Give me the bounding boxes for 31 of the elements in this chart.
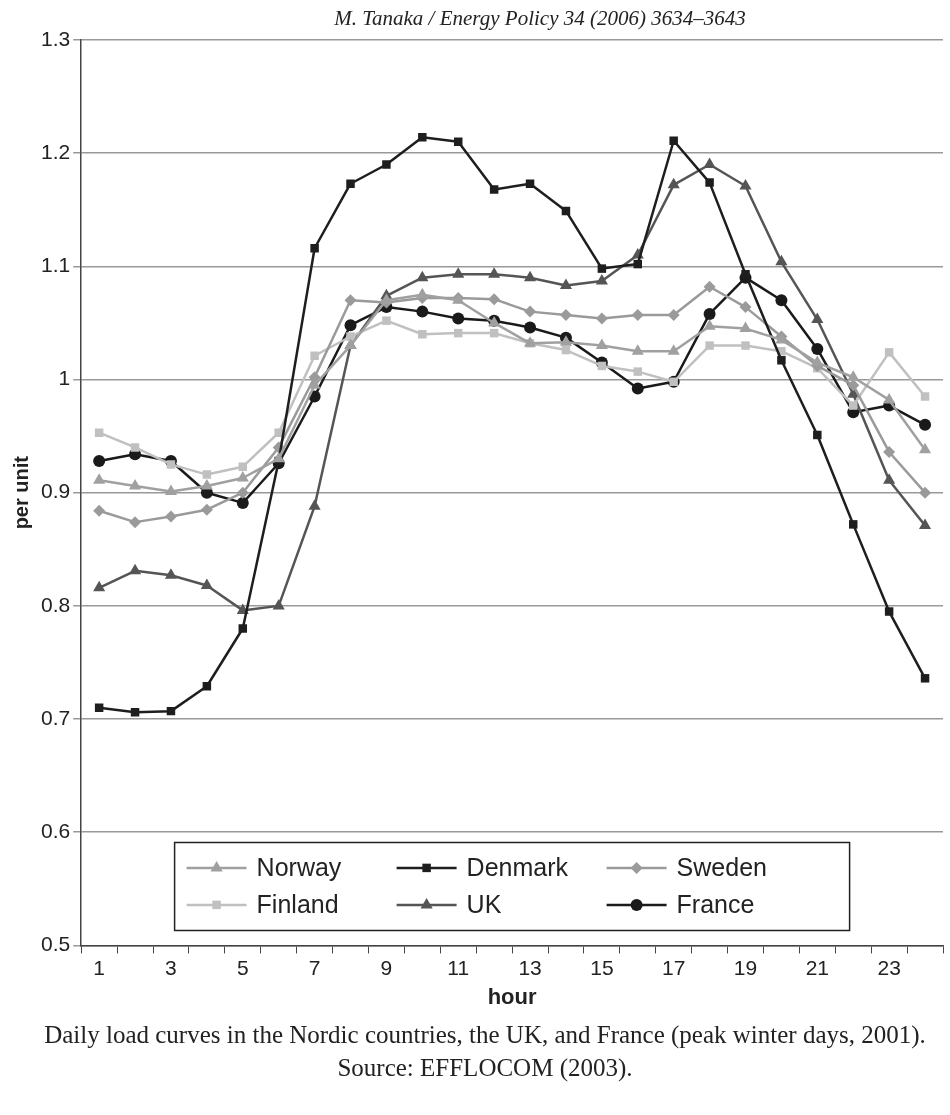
y-tick-label: 1: [58, 366, 71, 390]
y-tick-label: 0.8: [40, 592, 71, 616]
y-tick-label: 0.6: [40, 819, 71, 843]
x-tick-label: 1: [93, 955, 105, 979]
y-axis-title: per unit: [9, 455, 32, 530]
y-tick-label: 1.1: [40, 253, 71, 277]
x-axis-title: hour: [487, 983, 537, 1009]
y-tick-label: 1.2: [40, 139, 71, 163]
x-tick-label: 3: [165, 955, 177, 979]
x-tick-label: 17: [662, 955, 686, 979]
x-tick-label: 9: [380, 955, 393, 979]
x-tick-label: 11: [447, 955, 470, 979]
x-tick-label: 19: [733, 955, 758, 979]
legend-label: Finland: [256, 889, 339, 918]
legend-label: Denmark: [466, 852, 569, 881]
legend-label: France: [676, 889, 755, 918]
x-tick-label: 15: [590, 955, 614, 979]
text: M. Tanaka / Energy Policy 34 (2006) 3634–3643: [333, 6, 747, 31]
text: Daily load curves in the Nordic countries, the UK, and France (peak winter days, 2001). Source: EFFLOCOM (2003).: [43, 1020, 927, 1083]
y-tick-label: 0.7: [40, 705, 71, 729]
legend-label: Sweden: [676, 852, 767, 881]
x-tick-label: 23: [877, 955, 901, 979]
x-tick-label: 5: [236, 955, 249, 979]
y-tick-label: 0.9: [40, 479, 71, 503]
x-tick-label: 21: [805, 955, 829, 979]
x-tick-label: 13: [518, 955, 542, 979]
legend-label: UK: [466, 889, 502, 918]
x-tick-label: 7: [308, 955, 321, 979]
y-tick-label: 0.5: [40, 932, 71, 956]
legend-label: Norway: [256, 852, 342, 881]
y-tick-label: 1.3: [40, 26, 71, 50]
